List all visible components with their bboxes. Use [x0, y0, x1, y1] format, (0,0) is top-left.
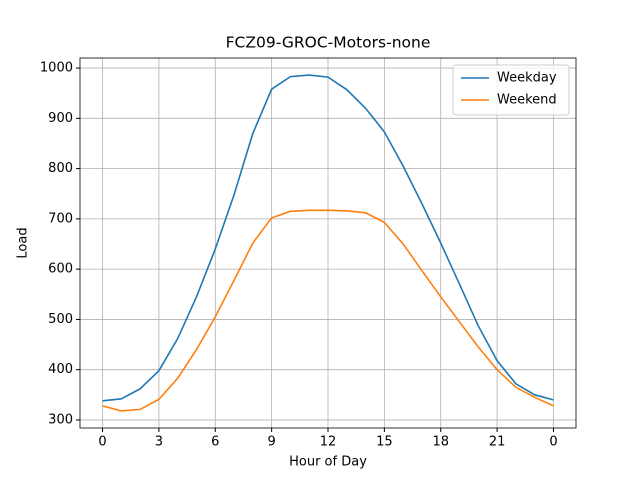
- y-tick-label: 300: [48, 412, 73, 427]
- y-axis-label: Load: [16, 227, 31, 258]
- y-tick-label: 500: [48, 312, 73, 327]
- y-tick-label: 900: [48, 111, 73, 126]
- y-tick-label: 600: [48, 262, 73, 277]
- legend-label: Weekday: [497, 71, 557, 86]
- y-tick-label: 400: [48, 362, 73, 377]
- x-tick-label: 3: [155, 435, 163, 450]
- x-tick-label: 18: [432, 435, 449, 450]
- x-tick-label: 0: [98, 435, 106, 450]
- y-tick-label: 800: [48, 161, 73, 176]
- x-tick-label: 9: [267, 435, 275, 450]
- x-axis-label: Hour of Day: [289, 455, 367, 470]
- legend-label: Weekend: [497, 93, 557, 108]
- x-tick-label: 12: [320, 435, 337, 450]
- line-series: [102, 74, 554, 402]
- plot-frame: [79, 57, 577, 429]
- x-tick-label: 0: [549, 435, 557, 450]
- x-tick-label: 21: [489, 435, 506, 450]
- x-tick-label: 6: [211, 435, 219, 450]
- line-series: [102, 209, 554, 412]
- y-tick-label: 1000: [40, 61, 73, 76]
- chart-title: FCZ09-GROC-Motors-none: [226, 34, 431, 52]
- y-tick-label: 700: [48, 211, 73, 226]
- x-tick-label: 15: [376, 435, 393, 450]
